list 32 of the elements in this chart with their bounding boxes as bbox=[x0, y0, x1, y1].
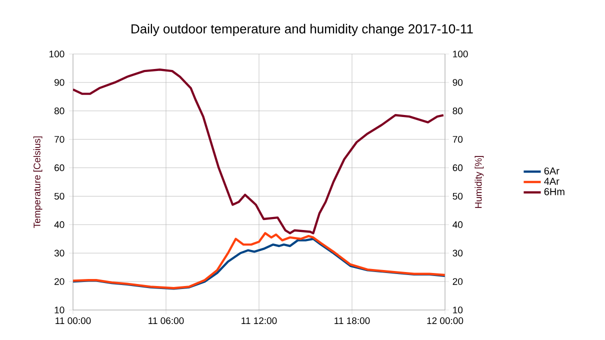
y-tick-label: 70 bbox=[54, 136, 64, 143]
y-tick-label: 50 bbox=[54, 192, 64, 200]
y2-tick-label: 50 bbox=[452, 192, 463, 200]
y2-tick-label: 10 bbox=[453, 306, 463, 314]
y-tick-label: 20 bbox=[54, 278, 64, 285]
y2-tick-label: 90 bbox=[452, 79, 463, 86]
x-tick-label: 11 18:00 bbox=[334, 317, 370, 324]
legend-label: 6Ar bbox=[544, 167, 560, 175]
x-tick-label: 12 00:00 bbox=[427, 317, 464, 324]
x-tick-label: 11 06:00 bbox=[148, 317, 184, 324]
legend-label: 6Hm bbox=[544, 188, 564, 196]
y-tick-label: 60 bbox=[54, 164, 64, 172]
y2-tick-label: 30 bbox=[452, 250, 463, 256]
y2-tick-label: 40 bbox=[452, 221, 463, 228]
legend-label: 4Ar bbox=[544, 178, 560, 185]
y-axis-title: Temperature [Celsius] bbox=[33, 136, 42, 228]
y2-tick-label: 100 bbox=[453, 50, 468, 58]
y2-tick-label: 60 bbox=[452, 164, 463, 172]
y-tick-label: 80 bbox=[54, 108, 64, 114]
y-tick-label: 10 bbox=[54, 306, 64, 314]
y2-tick-label: 70 bbox=[452, 136, 463, 143]
x-tick-label: 11 00:00 bbox=[56, 317, 91, 324]
y-tick-label: 90 bbox=[54, 79, 64, 86]
y2-tick-label: 20 bbox=[452, 278, 463, 285]
chart-title: Daily outdoor temperature and humidity change 2017-10-11 bbox=[132, 24, 473, 36]
line-series bbox=[73, 68, 445, 234]
y2-axis-title: Humidity [%] bbox=[474, 156, 484, 208]
y-tick-label: 40 bbox=[54, 221, 64, 228]
y-tick-label: 100 bbox=[50, 50, 64, 58]
y2-tick-label: 80 bbox=[452, 108, 463, 114]
y-tick-label: 30 bbox=[54, 250, 64, 256]
x-tick-label: 11 12:00 bbox=[242, 317, 277, 324]
